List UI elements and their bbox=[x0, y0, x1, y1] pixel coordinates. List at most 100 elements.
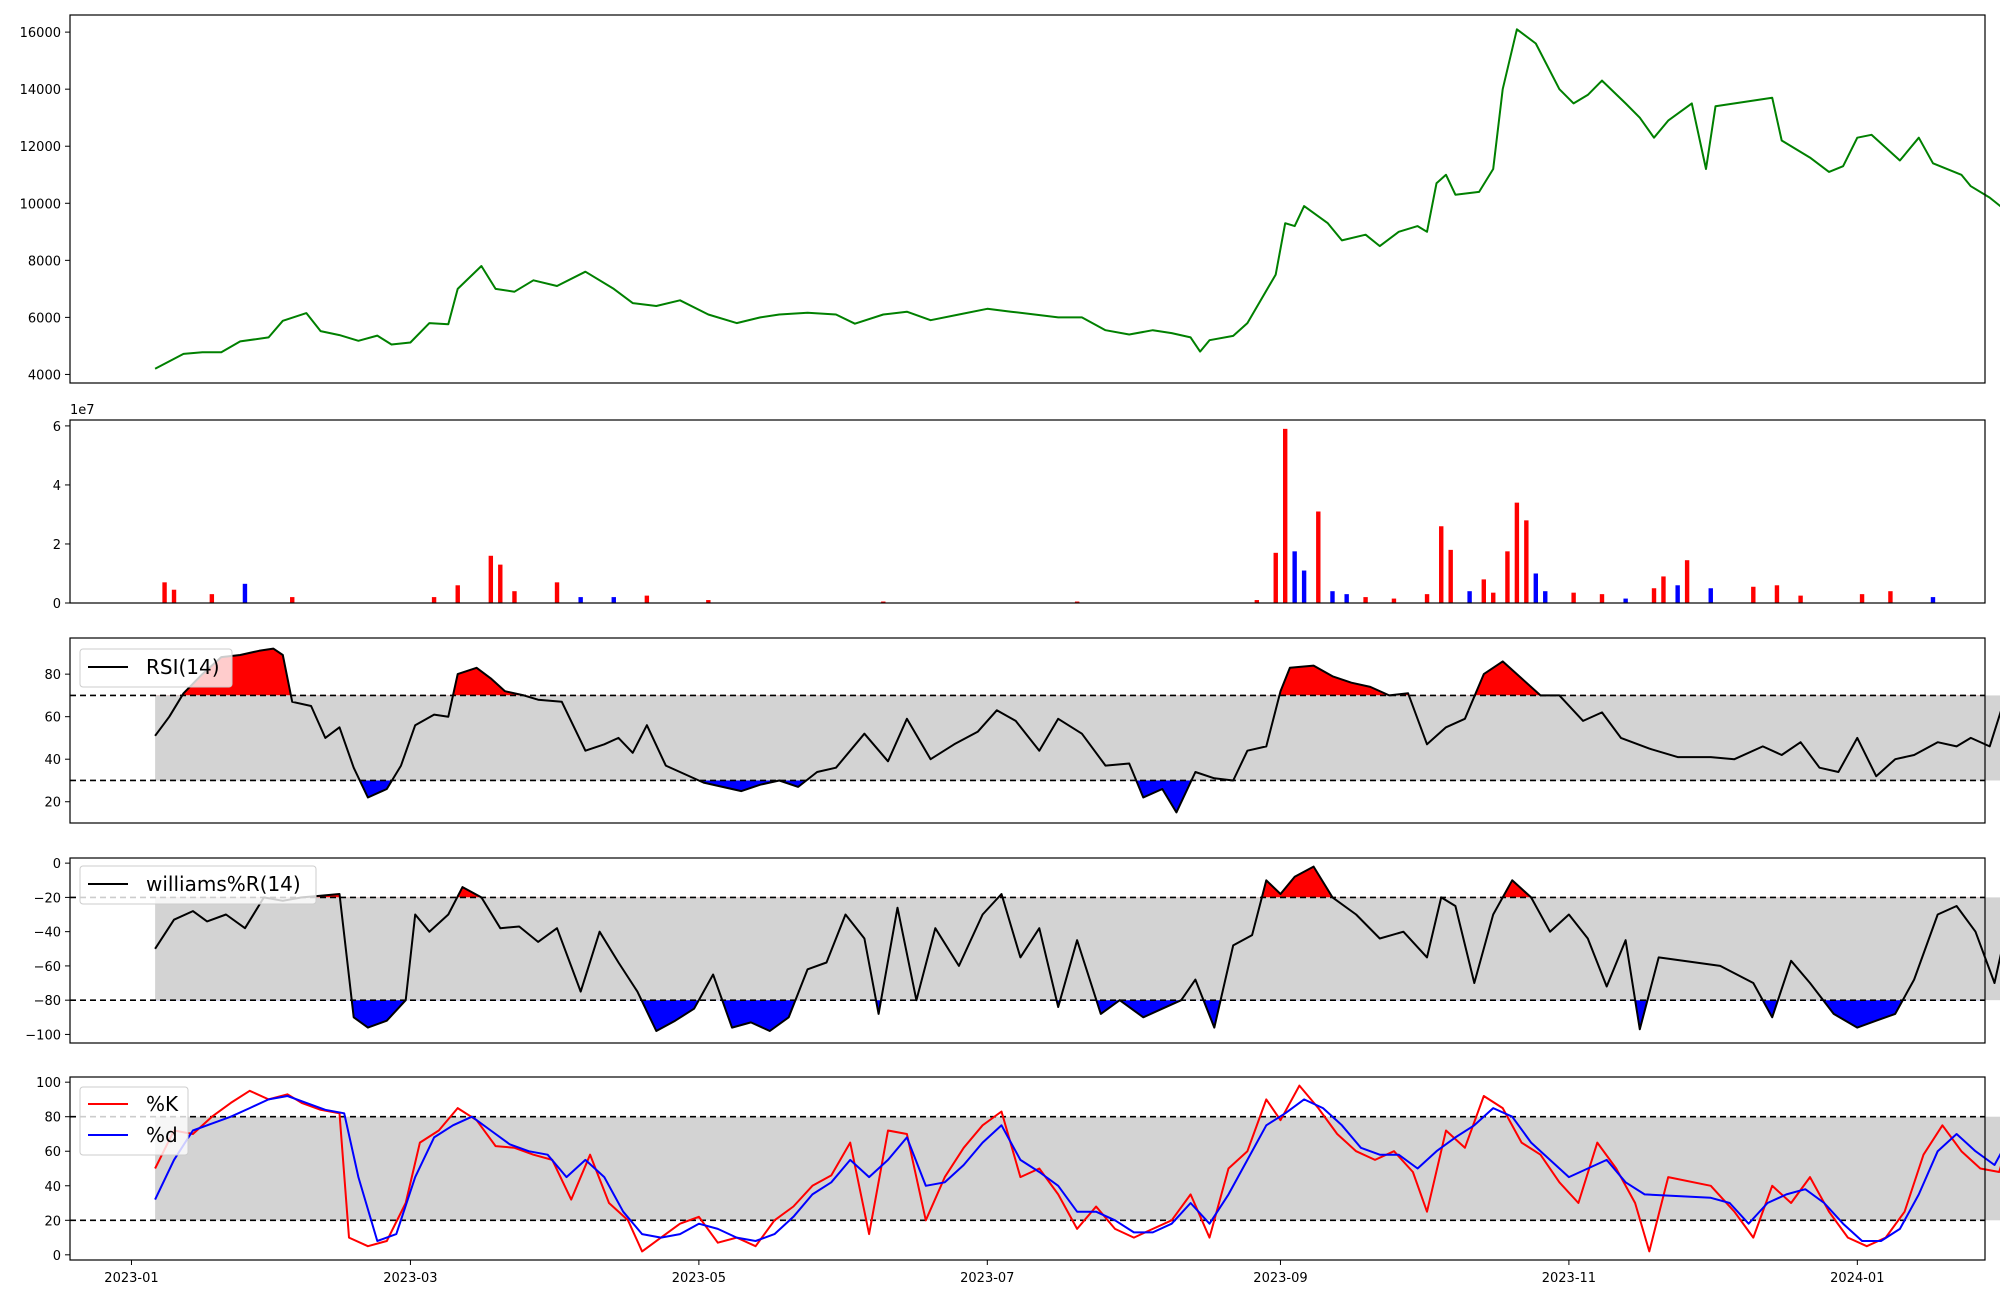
stochastic-axes-frame bbox=[69, 1076, 1986, 1261]
price-ytick-label: 6000 bbox=[28, 311, 61, 326]
rsi-legend: RSI(14) bbox=[79, 648, 233, 688]
rsi-legend-label: RSI(14) bbox=[146, 655, 220, 679]
volume-bar bbox=[290, 597, 295, 603]
x-tick-label: 2023-05 bbox=[672, 1271, 726, 1286]
volume-bar bbox=[1524, 520, 1529, 603]
volume-bar bbox=[1930, 597, 1936, 603]
volume-bar bbox=[1273, 552, 1278, 603]
volume-bar bbox=[1651, 588, 1657, 603]
williams-line-0 bbox=[154, 865, 2000, 1032]
volume-bar bbox=[1888, 591, 1893, 603]
williams-ytick-label: −100 bbox=[25, 1028, 61, 1043]
volume-bar bbox=[578, 597, 583, 603]
x-tick-label: 2023-07 bbox=[960, 1271, 1014, 1286]
volume-bar bbox=[1675, 585, 1680, 603]
williams-neutral-band bbox=[155, 897, 2000, 1001]
stochastic-line-0 bbox=[154, 1084, 2000, 1253]
volume-bar bbox=[498, 564, 503, 603]
price-ytick-label: 4000 bbox=[28, 368, 61, 383]
volume-bar bbox=[1439, 526, 1444, 603]
williams-ytick-label: −40 bbox=[34, 926, 61, 941]
volume-bar bbox=[554, 582, 560, 603]
stochastic-ytick-label: 0 bbox=[53, 1249, 61, 1264]
volume-bar bbox=[1514, 502, 1520, 603]
price-ytick-label: 14000 bbox=[20, 83, 61, 98]
volume-panel: 1e7 0 2 4 6 bbox=[53, 403, 1986, 612]
stochastic-ytick-label: 80 bbox=[44, 1111, 61, 1126]
volume-axes-frame bbox=[69, 419, 1986, 604]
rsi-legend-box bbox=[79, 648, 233, 688]
williams-r-panel: 0 −20 −40 −60 −80 −100 bbox=[25, 857, 2000, 1044]
stochastic-ytick-label: 60 bbox=[44, 1145, 61, 1160]
volume-bar bbox=[1282, 428, 1288, 603]
stochastic-line-1 bbox=[154, 1095, 2000, 1242]
volume-bar bbox=[706, 600, 711, 603]
volume-ytick-label: 4 bbox=[53, 479, 61, 494]
volume-bar bbox=[1661, 576, 1666, 603]
volume-bar bbox=[1774, 585, 1780, 603]
volume-bar bbox=[1708, 588, 1713, 603]
volume-bar bbox=[209, 594, 215, 603]
price-ytick-label: 8000 bbox=[28, 254, 61, 269]
rsi-line-0 bbox=[154, 647, 2000, 814]
stochastic-panel: 0 20 40 60 80 100 2023-01 2023-03 2023-05 2023-07… bbox=[36, 1076, 2000, 1286]
stochastic-neutral-band bbox=[155, 1116, 2000, 1221]
volume-bar bbox=[611, 597, 616, 603]
volume-bar bbox=[1684, 560, 1690, 603]
volume-bar bbox=[512, 591, 517, 603]
volume-bar bbox=[644, 595, 650, 603]
volume-bar bbox=[1491, 592, 1496, 603]
volume-bar bbox=[1505, 551, 1510, 603]
volume-bar bbox=[1301, 570, 1307, 603]
x-tick-label: 2024-01 bbox=[1830, 1271, 1884, 1286]
volume-bar bbox=[1467, 591, 1472, 603]
volume-ytick-label: 6 bbox=[53, 420, 61, 435]
x-tick-label: 2023-03 bbox=[383, 1271, 437, 1286]
rsi-axes-frame bbox=[69, 637, 1986, 824]
williams-axes-frame bbox=[69, 857, 1986, 1044]
volume-bar bbox=[455, 585, 460, 603]
stochastic-legend-k-label: %K bbox=[146, 1092, 179, 1116]
stochastic-ytick-label: 40 bbox=[44, 1180, 61, 1195]
price-panel: 4000 6000 8000 10000 12000 14000 16000 bbox=[20, 14, 2000, 384]
volume-bar bbox=[1859, 594, 1865, 603]
volume-bar bbox=[1543, 591, 1548, 603]
volume-bar bbox=[1330, 591, 1335, 603]
stochastic-ytick-label: 20 bbox=[44, 1214, 61, 1229]
volume-bar bbox=[1481, 579, 1486, 603]
stochastic-ytick-label: 100 bbox=[36, 1076, 61, 1091]
volume-bar bbox=[1599, 594, 1605, 603]
rsi-ytick-label: 80 bbox=[44, 668, 61, 683]
williams-ytick-label: −80 bbox=[34, 994, 61, 1009]
williams-r-legend-label: williams%R(14) bbox=[146, 872, 301, 896]
williams-ytick-label: −20 bbox=[34, 891, 61, 906]
volume-bar bbox=[1316, 511, 1321, 603]
volume-bar bbox=[1571, 592, 1576, 603]
williams-ytick-label: 0 bbox=[53, 857, 61, 872]
rsi-ytick-label: 40 bbox=[44, 753, 61, 768]
volume-bar bbox=[1798, 595, 1803, 603]
volume-bar bbox=[1533, 573, 1539, 603]
volume-bar bbox=[1344, 594, 1349, 603]
volume-bar bbox=[242, 583, 248, 603]
price-ytick-label: 12000 bbox=[20, 140, 61, 155]
volume-bar bbox=[1074, 601, 1080, 603]
volume-bar bbox=[488, 555, 494, 603]
rsi-neutral-band bbox=[155, 695, 2000, 781]
rsi-panel: 20 40 60 80 bbox=[44, 637, 2000, 824]
volume-bar bbox=[1391, 598, 1397, 603]
price-ytick-label: 16000 bbox=[20, 26, 61, 41]
volume-offset-label: 1e7 bbox=[70, 403, 95, 418]
williams-r-legend: williams%R(14) bbox=[79, 865, 317, 905]
x-tick-label: 2023-01 bbox=[104, 1271, 158, 1286]
volume-bar bbox=[431, 597, 437, 603]
rsi-ytick-label: 20 bbox=[44, 796, 61, 811]
volume-bar bbox=[162, 582, 167, 603]
price-axes-frame bbox=[69, 14, 1986, 384]
x-tick-label: 2023-09 bbox=[1253, 1271, 1307, 1286]
volume-bar bbox=[1363, 597, 1368, 603]
volume-bar bbox=[1623, 598, 1628, 603]
volume-bar bbox=[1254, 600, 1260, 603]
